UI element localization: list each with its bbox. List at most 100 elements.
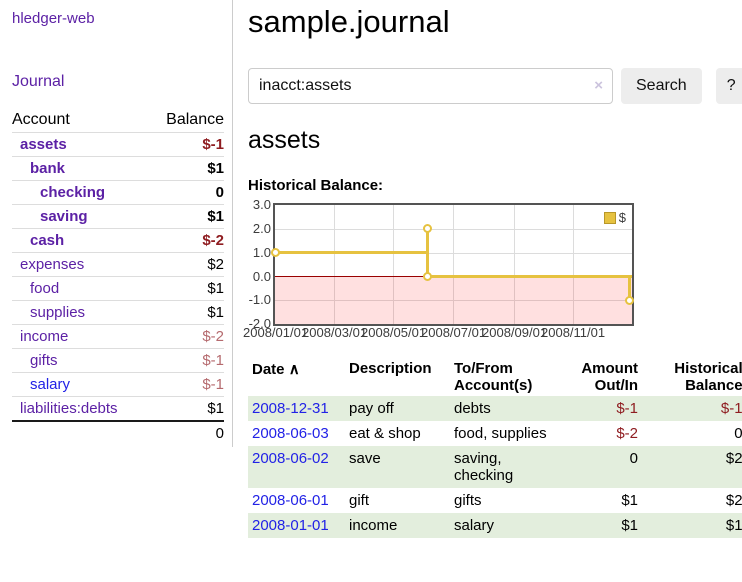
account-balance: $2 <box>207 256 224 273</box>
account-link-expenses[interactable]: expenses <box>20 256 85 273</box>
account-link-liabilities-debts[interactable]: liabilities:debts <box>20 400 118 417</box>
gridline <box>453 205 454 324</box>
account-row-saving: saving $1 <box>12 205 224 229</box>
transaction-accounts: gifts <box>454 492 482 509</box>
gridline <box>275 253 632 254</box>
transaction-accounts: salary <box>450 513 562 538</box>
main-content: sample.journal × Search ? assets Histori… <box>233 0 742 538</box>
transaction-amount: $1 <box>621 492 638 509</box>
series-line <box>426 228 429 278</box>
x-tick-label: 2008/03/01 <box>302 325 368 340</box>
gridline <box>573 205 574 324</box>
search-input[interactable] <box>248 68 613 104</box>
gridline <box>334 205 335 324</box>
account-balance: 0 <box>215 184 224 201</box>
legend-swatch <box>603 211 616 224</box>
transaction-balance: $1 <box>642 513 742 538</box>
help-button[interactable]: ? <box>715 68 742 104</box>
account-balance: $-1 <box>202 136 224 153</box>
transaction-balance: $2 <box>725 492 742 509</box>
account-link-cash[interactable]: cash <box>30 232 65 249</box>
account-link-bank[interactable]: bank <box>30 160 66 177</box>
historical-balance-chart: $ 3.0 2.0 1.0 0.0 -1.0 -2.0 2008/01/01 2… <box>243 197 742 342</box>
account-total-balance: 0 <box>215 425 224 442</box>
account-balance: $1 <box>207 400 224 417</box>
account-row-food: food $1 <box>12 277 224 301</box>
account-link-income[interactable]: income <box>20 328 69 345</box>
chart-legend: $ <box>601 209 628 226</box>
account-link-food[interactable]: food <box>30 280 60 297</box>
series-line <box>426 275 632 278</box>
transaction-date-link[interactable]: 2008-06-01 <box>252 492 329 509</box>
chart-title: Historical Balance: <box>248 177 384 194</box>
amount-column-header: Amount Out/In <box>581 360 638 394</box>
transaction-description: gift <box>349 492 370 509</box>
gridline <box>514 205 515 324</box>
data-point <box>625 296 634 305</box>
clear-search-icon[interactable]: × <box>594 77 603 94</box>
gridline <box>393 205 394 324</box>
transaction-date-link[interactable]: 2008-06-02 <box>252 450 329 467</box>
legend-label: $ <box>618 210 626 225</box>
data-point <box>271 248 280 257</box>
search-button[interactable]: Search <box>621 68 702 104</box>
y-tick-label: -1.0 <box>248 292 271 307</box>
balance-column-header: Historical Balance <box>674 360 742 394</box>
account-link-supplies[interactable]: supplies <box>30 304 86 321</box>
balance-column-header: Balance <box>166 111 224 128</box>
account-link-salary[interactable]: salary <box>30 376 71 393</box>
register-row: 2008-01-01 income salary $1 $1 <box>248 513 742 538</box>
account-balance: $1 <box>207 304 224 321</box>
account-heading: assets <box>248 126 321 154</box>
page: hledger-web Journal Account Balance asse… <box>12 0 742 538</box>
search-bar: × Search ? <box>248 68 742 104</box>
account-balance: $1 <box>207 280 224 297</box>
series-line <box>628 275 631 302</box>
account-row-assets: assets $-1 <box>12 133 224 157</box>
description-column-header: Description <box>349 360 432 377</box>
data-point <box>423 224 432 233</box>
transaction-description: income <box>345 513 450 538</box>
date-column-header[interactable]: Date ∧ <box>252 361 300 378</box>
x-tick-label: 2008/09/01 <box>482 325 548 340</box>
account-balance: $-1 <box>202 376 224 393</box>
account-balance: $1 <box>207 208 224 225</box>
account-balance: $-2 <box>202 328 224 345</box>
y-tick-label: 0.0 <box>252 269 271 284</box>
y-tick-label: 3.0 <box>252 197 271 212</box>
transaction-description: pay off <box>345 396 450 421</box>
account-balance: $1 <box>207 160 224 177</box>
negative-region <box>275 277 632 324</box>
account-link-checking[interactable]: checking <box>40 184 106 201</box>
transaction-date-link[interactable]: 2008-01-01 <box>252 517 329 534</box>
register-row: 2008-06-03 eat & shop food, supplies $-2… <box>248 421 742 446</box>
x-tick-label: 2008/05/01 <box>361 325 427 340</box>
gridline <box>275 229 632 230</box>
register-header-row: Date ∧ Description To/From Account(s) Am… <box>248 358 742 396</box>
transaction-accounts: saving, checking <box>450 446 562 488</box>
transaction-date-link[interactable]: 2008-06-03 <box>252 425 329 442</box>
account-row-cash: cash $-2 <box>12 229 224 253</box>
page-title: sample.journal <box>248 4 450 39</box>
account-row-checking: checking 0 <box>12 181 224 205</box>
register-row: 2008-12-31 pay off debts $-1 $-1 <box>248 396 742 421</box>
account-balance: $-1 <box>202 352 224 369</box>
transaction-balance: 0 <box>734 425 742 442</box>
account-link-saving[interactable]: saving <box>40 208 88 225</box>
register-row: 2008-06-01 gift gifts $1 $2 <box>248 488 742 513</box>
account-balance: $-2 <box>202 232 224 249</box>
app-title-link[interactable]: hledger-web <box>12 10 95 27</box>
account-row-gifts: gifts $-1 <box>12 349 224 373</box>
account-row-expenses: expenses $2 <box>12 253 224 277</box>
transaction-amount: $1 <box>562 513 642 538</box>
x-tick-label: 2008/11/01 <box>541 325 606 340</box>
sidebar-item-journal[interactable]: Journal <box>12 73 65 90</box>
account-link-gifts[interactable]: gifts <box>30 352 58 369</box>
gridline <box>275 300 632 301</box>
account-total-row: 0 <box>12 421 224 445</box>
chart-plot-area: $ 3.0 2.0 1.0 0.0 -1.0 -2.0 <box>249 197 634 331</box>
transaction-date-link[interactable]: 2008-12-31 <box>252 400 329 417</box>
transaction-balance: $-1 <box>642 396 742 421</box>
account-link-assets[interactable]: assets <box>20 136 67 153</box>
y-tick-label: 1.0 <box>252 245 271 260</box>
